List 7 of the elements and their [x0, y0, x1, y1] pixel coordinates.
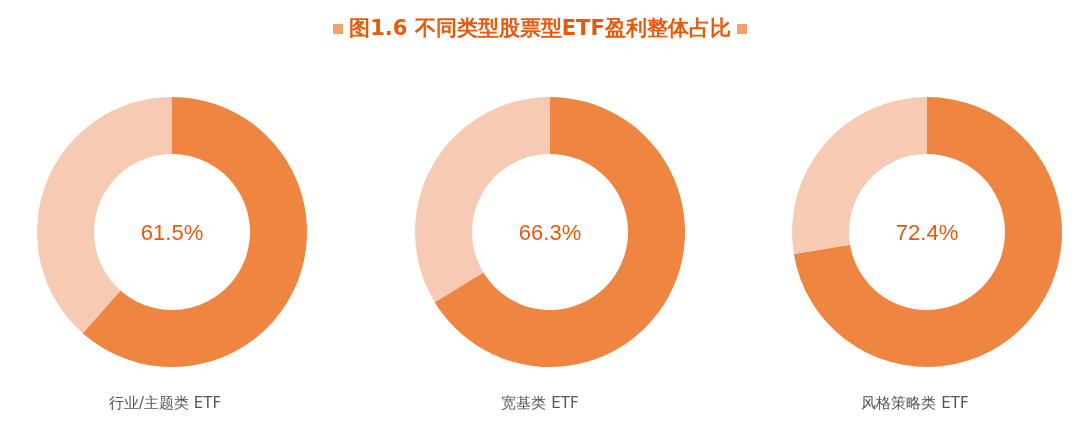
text: 66.3%: [518, 219, 582, 245]
text: 宽基类 ETF: [501, 393, 579, 412]
text: 风格策略类 ETF: [861, 393, 969, 412]
text: 行业/主题类 ETF: [108, 393, 222, 412]
text: 72.4%: [895, 219, 959, 245]
text: 61.5%: [140, 219, 204, 245]
chart-title: 图1.6 不同类型股票型ETF盈利整体占比: [349, 16, 731, 40]
